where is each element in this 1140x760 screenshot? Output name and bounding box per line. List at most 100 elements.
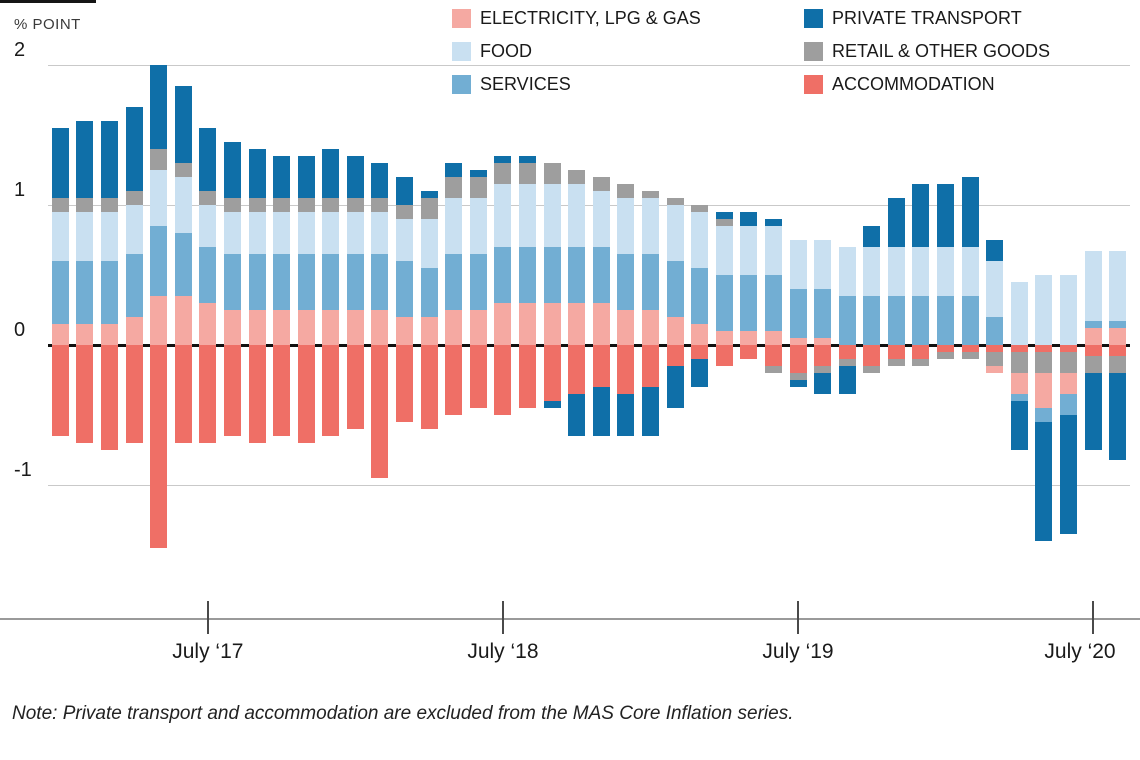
bar-segment-electricity	[641, 310, 659, 345]
bar-segment-private_transport	[199, 128, 217, 191]
bar-segment-private_transport	[469, 170, 487, 177]
bar-segment-electricity	[51, 324, 69, 345]
bar-segment-food	[863, 247, 881, 296]
bar-segment-retail	[937, 352, 955, 359]
bar-segment-electricity	[691, 324, 709, 345]
bar-segment-accommodation	[1109, 345, 1127, 357]
bar-segment-electricity	[617, 310, 635, 345]
bar-segment-retail	[789, 373, 807, 380]
bar-segment-private_transport	[568, 394, 586, 436]
bar-segment-services	[519, 247, 537, 303]
bar-segment-services	[100, 261, 118, 324]
bar-segment-food	[469, 198, 487, 254]
bar-segment-services	[691, 268, 709, 324]
bar-segment-retail	[174, 163, 192, 177]
bar-segment-food	[814, 240, 832, 289]
bar-segment-food	[1035, 275, 1053, 345]
bar-segment-accommodation	[51, 345, 69, 436]
bar-segment-food	[666, 205, 684, 261]
bar-segment-private_transport	[1010, 401, 1028, 450]
bar-segment-services	[322, 254, 340, 310]
bar-segment-retail	[838, 359, 856, 366]
bar-segment-services	[641, 254, 659, 310]
bar-segment-retail	[519, 163, 537, 184]
bar-segment-accommodation	[986, 345, 1004, 352]
x-axis-line	[0, 618, 1140, 620]
bar-segment-accommodation	[641, 345, 659, 387]
bar-segment-food	[1010, 282, 1028, 345]
bar-segment-services	[789, 289, 807, 338]
y-axis-unit-label: % POINT	[14, 16, 81, 33]
bar-segment-retail	[543, 163, 561, 184]
bar-segment-food	[100, 212, 118, 261]
bar-segment-private_transport	[248, 149, 266, 198]
bar-segment-electricity	[469, 310, 487, 345]
bar-segment-retail	[76, 198, 94, 212]
bar-segment-private_transport	[396, 177, 414, 205]
bar-segment-private_transport	[445, 163, 463, 177]
bar-segment-retail	[592, 177, 610, 191]
bar-segment-services	[814, 289, 832, 338]
bar-segment-retail	[346, 198, 364, 212]
bar-segment-food	[715, 226, 733, 275]
bar-segment-services	[371, 254, 389, 310]
bar-segment-accommodation	[568, 345, 586, 394]
bar-segment-electricity	[494, 303, 512, 345]
bar-segment-food	[248, 212, 266, 254]
bar-segment-retail	[199, 191, 217, 205]
bar-segment-accommodation	[1035, 345, 1053, 352]
bar-segment-accommodation	[76, 345, 94, 443]
bar-segment-electricity	[814, 338, 832, 345]
bar-segment-electricity	[666, 317, 684, 345]
bar-segment-electricity	[371, 310, 389, 345]
bar-segment-accommodation	[1060, 345, 1078, 352]
x-tick-label: July ‘19	[762, 640, 834, 663]
bar-segment-private_transport	[814, 373, 832, 394]
bar-segment-services	[986, 317, 1004, 345]
bar-segment-accommodation	[223, 345, 241, 436]
legend-label: PRIVATE TRANSPORT	[832, 8, 1022, 28]
legend-item-accommodation: ACCOMMODATION	[804, 74, 1050, 95]
bar-segment-food	[740, 226, 758, 275]
bar-segment-electricity	[764, 331, 782, 345]
y-tick-label: 0	[14, 319, 26, 341]
plot-area	[48, 44, 1130, 618]
accommodation-swatch-icon	[804, 75, 823, 94]
bar-segment-accommodation	[1010, 345, 1028, 352]
bar-segment-private_transport	[273, 156, 291, 198]
bar-segment-services	[617, 254, 635, 310]
bar-segment-private_transport	[543, 401, 561, 408]
bar-segment-retail	[396, 205, 414, 219]
x-tick	[206, 601, 209, 634]
bar-segment-electricity	[174, 296, 192, 345]
legend-column-1: ELECTRICITY, LPG & GAS FOOD SERVICES	[452, 8, 804, 107]
bar-segment-retail	[1084, 356, 1102, 373]
legend-item-electricity: ELECTRICITY, LPG & GAS	[452, 8, 804, 29]
bar-segment-accommodation	[273, 345, 291, 436]
bar-segment-retail	[568, 170, 586, 184]
bar-segment-electricity	[322, 310, 340, 345]
bar-segment-electricity	[715, 331, 733, 345]
bar-segment-retail	[666, 198, 684, 205]
bar-segment-accommodation	[469, 345, 487, 408]
bar-segment-retail	[51, 198, 69, 212]
bar-segment-retail	[100, 198, 118, 212]
bar-segment-private_transport	[100, 121, 118, 198]
bar-segment-accommodation	[715, 345, 733, 366]
bar-segment-services	[543, 247, 561, 303]
bar-segment-private_transport	[1060, 415, 1078, 534]
bar-segment-accommodation	[961, 345, 979, 352]
bar-segment-accommodation	[814, 345, 832, 366]
bar-segment-private_transport	[641, 387, 659, 436]
bar-segment-electricity	[248, 310, 266, 345]
bar-segment-electricity	[789, 338, 807, 345]
bar-segment-accommodation	[691, 345, 709, 359]
bar-segment-food	[961, 247, 979, 296]
bar-segment-services	[76, 261, 94, 324]
bar-segment-food	[396, 219, 414, 261]
bar-segment-accommodation	[592, 345, 610, 387]
bar-segment-retail	[887, 359, 905, 366]
bar-segment-electricity	[125, 317, 143, 345]
bar-segment-retail	[445, 177, 463, 198]
bar-segment-private_transport	[1109, 373, 1127, 460]
